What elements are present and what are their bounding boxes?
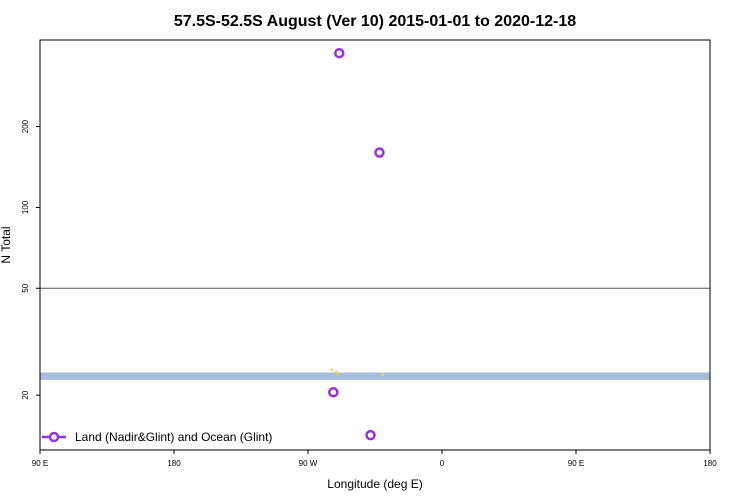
minor-mark [334,370,338,373]
y-axis-label: N Total [0,226,13,263]
x-tick-label: 180 [703,459,717,468]
x-tick-label: 0 [440,459,445,468]
data-point [365,429,376,441]
y-tick-label: 200 [21,119,30,133]
legend-marker [48,431,60,443]
y-tick-label: 20 [21,390,30,399]
data-point [374,147,385,158]
plot-area [39,39,711,451]
data-band [40,372,710,380]
y-tick-label: 100 [21,200,30,214]
plot-frame [39,39,711,451]
minor-mark [336,372,340,375]
legend: Land (Nadir&Glint) and Ocean (Glint) [42,430,272,444]
minor-mark [380,373,384,376]
chart-title: 57.5S-52.5S August (Ver 10) 2015-01-01 t… [174,13,576,30]
x-axis: 90 E 180 90 W 0 90 E 180 [32,450,717,468]
scatter-series [328,47,385,441]
x-tick-label: 180 [167,459,181,468]
x-tick-label: 90 E [568,459,584,468]
x-tick-label: 90 E [32,459,48,468]
legend-label: Land (Nadir&Glint) and Ocean (Glint) [75,430,272,444]
data-point [328,387,339,398]
minor-mark [330,368,334,371]
x-tick-label: 90 W [299,459,318,468]
data-point [334,47,345,59]
y-axis: 20 50 100 200 [21,119,40,400]
y-tick-label: 50 [21,283,30,292]
x-axis-label: Longitude (deg E) [327,477,422,491]
minor-marks [330,368,384,376]
